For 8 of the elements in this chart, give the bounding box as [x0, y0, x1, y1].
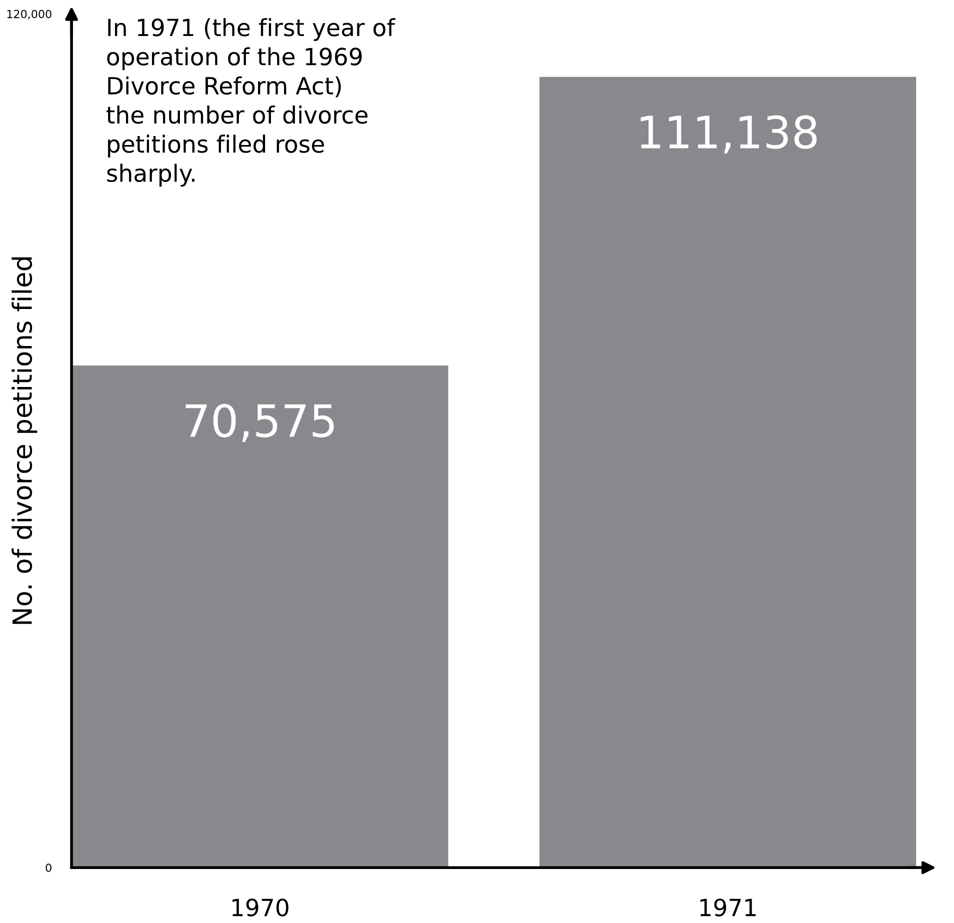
x-tick-label: 1970 [232, 898, 288, 916]
annotation: In 1971 (the first year of operation of the 1969 Divorce Reform Act) the number of divorce petitions filed rose sharply. [106, 18, 396, 187]
data-label: 70,575 [186, 404, 334, 442]
y-axis-title: No. of divorce petitions filed [12, 257, 38, 624]
y-tick-label: 0 [46, 864, 52, 872]
data-label: 111,138 [640, 115, 817, 154]
x-tick-label: 1971 [700, 898, 756, 916]
y-tick-label: 120,000 [7, 10, 52, 20]
